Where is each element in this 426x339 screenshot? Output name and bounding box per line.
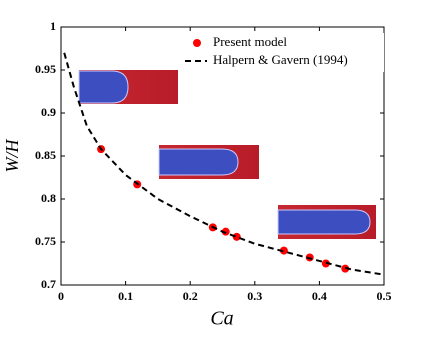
point — [232, 232, 241, 241]
x-tick-label: 0.3 — [247, 289, 262, 303]
y-tick-label: 0.85 — [35, 148, 56, 162]
y-axis-label: W/H — [2, 139, 22, 173]
legend-box — [183, 33, 384, 72]
curve — [63, 52, 385, 276]
y-tick-label: 0.8 — [41, 191, 56, 205]
legend-marker — [193, 39, 201, 47]
x-tick-label: 0.1 — [118, 289, 133, 303]
x-tick-label: 0.4 — [312, 289, 327, 303]
y-tick-label: 1 — [50, 19, 56, 33]
point — [279, 246, 288, 255]
legend-label: Halpern & Gavern (1994) — [213, 52, 348, 67]
insets — [78, 70, 376, 239]
y-tick-label: 0.95 — [35, 62, 56, 76]
x-axis-label: Ca — [210, 308, 233, 330]
y-tick-label: 0.75 — [35, 234, 56, 248]
point — [221, 227, 230, 236]
x-tick-label: 0 — [58, 289, 64, 303]
inset-finger — [277, 209, 371, 235]
y-tick-label: 0.7 — [41, 277, 56, 291]
inset-finger — [78, 70, 129, 104]
y-tick-label: 0.9 — [41, 105, 56, 119]
inset-finger — [158, 148, 239, 176]
x-tick-label: 0.5 — [377, 289, 392, 303]
legend-label: Present model — [213, 34, 287, 49]
x-tick-label: 0.2 — [183, 289, 198, 303]
